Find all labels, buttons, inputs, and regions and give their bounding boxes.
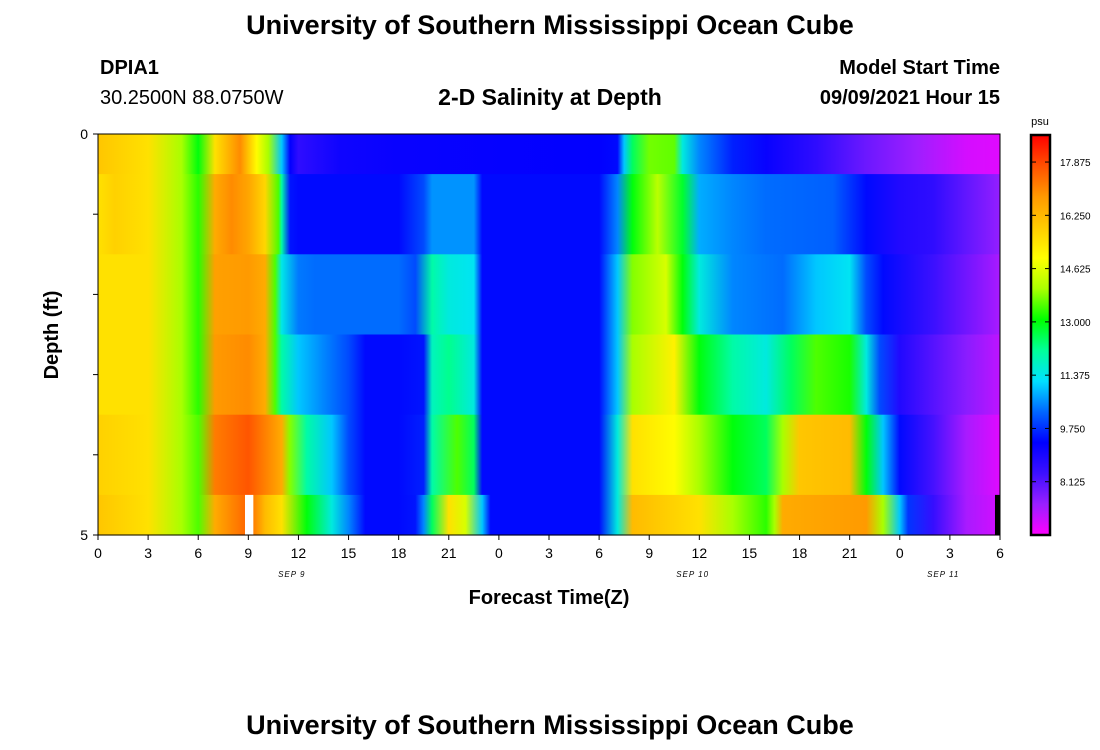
heatmap-cells bbox=[98, 134, 1000, 536]
date-labels: SEP 9 SEP 10 SEP 11 bbox=[278, 570, 959, 579]
colorbar-label: 13.000 bbox=[1060, 318, 1091, 329]
x-axis-ticks: 0 3 6 9 12 15 18 21 0 3 6 9 12 15 18 21 0 3 6 bbox=[94, 535, 1004, 561]
x-tick-label: 9 bbox=[645, 545, 653, 561]
x-tick-label: 15 bbox=[341, 545, 357, 561]
colorbar-label: 16.250 bbox=[1060, 211, 1091, 222]
x-tick-label: 0 bbox=[495, 545, 503, 561]
colorbar-label: 11.375 bbox=[1060, 371, 1090, 382]
heatmap-overlay-0 bbox=[244, 494, 254, 535]
heatmap-row-1 bbox=[98, 174, 1000, 255]
date-label: SEP 9 bbox=[278, 570, 305, 579]
station-coords: 30.2500N 88.0750W bbox=[100, 87, 284, 109]
y-tick-label: 0 bbox=[80, 126, 88, 142]
heatmap-row-2 bbox=[98, 254, 1000, 336]
heatmap-overlays bbox=[244, 494, 1000, 535]
colorbar-label: 9.750 bbox=[1060, 424, 1085, 435]
model-start-time: 09/09/2021 Hour 15 bbox=[819, 87, 1000, 109]
colorbar-frame bbox=[1029, 133, 1052, 537]
x-tick-label: 6 bbox=[194, 545, 202, 561]
colorbar-label: 17.875 bbox=[1060, 158, 1091, 169]
x-tick-label: 3 bbox=[545, 545, 553, 561]
x-tick-label: 18 bbox=[391, 545, 407, 561]
colorbar: psu 17.875 16.250 14.625 13.000 11.375 9.750 8… bbox=[1029, 116, 1091, 537]
heatmap-row-0 bbox=[98, 134, 1000, 175]
x-tick-label: 6 bbox=[996, 545, 1004, 561]
heatmap-row-4 bbox=[98, 414, 1000, 496]
x-tick-label: 18 bbox=[792, 545, 808, 561]
x-tick-label: 15 bbox=[742, 545, 758, 561]
date-label: SEP 11 bbox=[927, 570, 959, 579]
station-id: DPIA1 bbox=[100, 57, 159, 79]
page-title-bottom: University of Southern Mississippi Ocean… bbox=[246, 710, 854, 740]
x-tick-label: 21 bbox=[842, 545, 858, 561]
x-tick-label: 21 bbox=[441, 545, 457, 561]
x-tick-label: 3 bbox=[946, 545, 954, 561]
x-tick-label: 0 bbox=[94, 545, 102, 561]
heatmap-overlay-1 bbox=[994, 494, 1000, 535]
x-tick-label: 12 bbox=[291, 545, 307, 561]
x-tick-label: 12 bbox=[692, 545, 708, 561]
colorbar-labels: 17.875 16.250 14.625 13.000 11.375 9.750 8.125 bbox=[1031, 158, 1091, 489]
y-axis-label: Depth (ft) bbox=[41, 291, 63, 380]
colorbar-gradient bbox=[1031, 135, 1050, 535]
colorbar-label: 14.625 bbox=[1060, 265, 1091, 276]
x-tick-label: 9 bbox=[244, 545, 252, 561]
colorbar-label: 8.125 bbox=[1060, 478, 1085, 489]
plot-title: 2-D Salinity at Depth bbox=[438, 84, 662, 110]
y-tick-label: 5 bbox=[80, 527, 88, 543]
colorbar-unit: psu bbox=[1031, 116, 1049, 128]
heatmap-row-5 bbox=[98, 494, 1000, 536]
x-tick-label: 6 bbox=[595, 545, 603, 561]
date-label: SEP 10 bbox=[676, 570, 709, 579]
model-start-label: Model Start Time bbox=[839, 57, 1000, 79]
x-axis-label: Forecast Time(Z) bbox=[469, 587, 630, 609]
heatmap-row-3 bbox=[98, 334, 1000, 416]
page-title-top: University of Southern Mississippi Ocean… bbox=[246, 10, 854, 40]
x-tick-label: 0 bbox=[896, 545, 904, 561]
y-axis-ticks: 05 bbox=[80, 126, 98, 543]
x-tick-label: 3 bbox=[144, 545, 152, 561]
